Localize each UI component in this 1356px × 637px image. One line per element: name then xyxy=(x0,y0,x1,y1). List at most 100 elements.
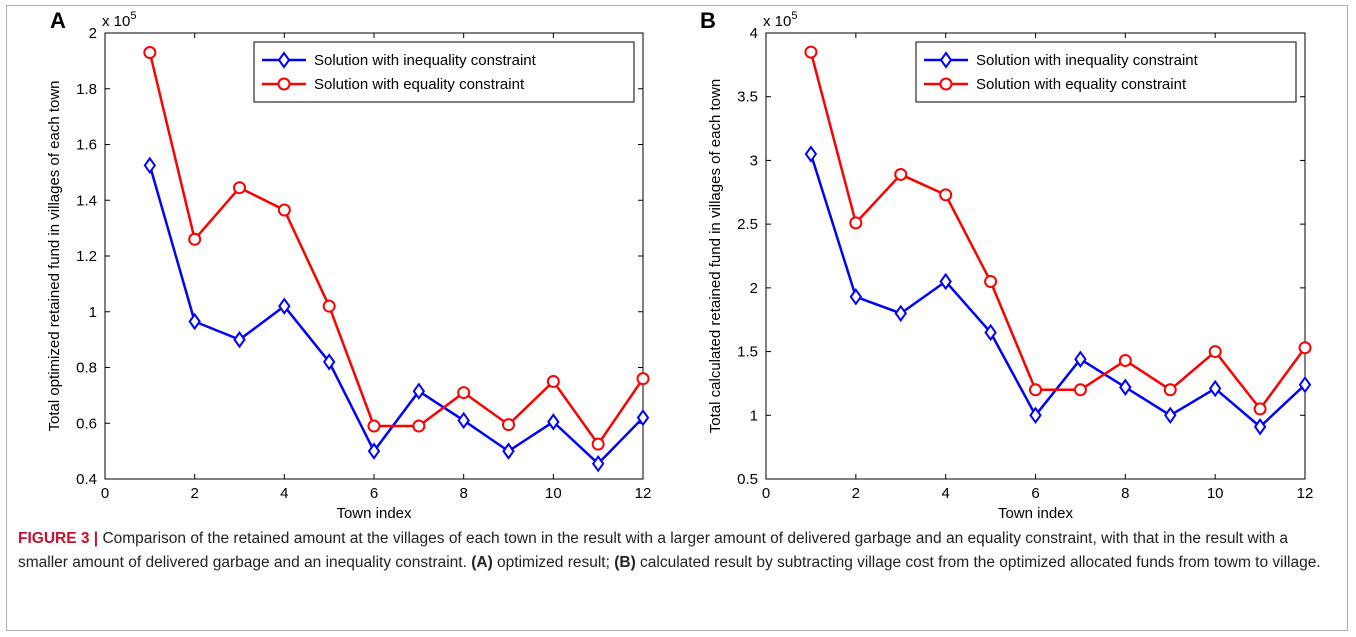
caption-label: FIGURE 3 | xyxy=(18,530,99,547)
data-point-diamond xyxy=(1253,418,1267,436)
data-point-diamond xyxy=(547,413,560,431)
series-line-1 xyxy=(809,153,1306,429)
x-tick-label: 2 xyxy=(190,485,198,502)
legend-label: Solution with equality constraint xyxy=(314,76,525,93)
figure-charts: A0 2 4 6 8 10 120.40.60.811.21.41.61.82x 105To… xyxy=(46,8,1313,520)
data-point-circle xyxy=(1253,402,1267,416)
data-point-circle xyxy=(636,372,650,386)
x-tick-label: 10 xyxy=(545,485,562,502)
y-axis-label: Total calculated retained fund in villag… xyxy=(707,79,724,433)
x-tick-label: 2 xyxy=(852,485,860,502)
legend-box xyxy=(915,41,1297,103)
data-point-circle xyxy=(591,437,605,451)
data-point-circle xyxy=(1163,383,1177,397)
data-point-diamond xyxy=(233,330,246,349)
data-point-diamond xyxy=(636,408,650,427)
x-tick-label: 12 xyxy=(635,485,652,502)
axis-exponent-power: 5 xyxy=(130,10,136,22)
chart-panel-b: B 0 2 4 6 8 10 12 0.5 1 1.5 2 2.5 3 3.5 4 x 105 Town inde… xyxy=(700,8,1313,520)
x-tick-label: 8 xyxy=(1121,485,1129,502)
data-point-circle xyxy=(367,419,381,433)
y-tick-label: 1 xyxy=(750,407,758,424)
legend-label: Solution with equality constraint xyxy=(976,76,1187,93)
y-tick-label: 0.8 xyxy=(76,360,97,377)
data-point-diamond xyxy=(939,272,952,291)
data-point-diamond xyxy=(1208,379,1222,398)
y-tick-label: 3 xyxy=(750,152,758,169)
data-point-circle xyxy=(984,274,998,288)
legend-label: Solution with inequality constraint xyxy=(976,52,1199,69)
data-point-circle xyxy=(322,299,336,313)
y-axis-label: Total optimized retained fund in village… xyxy=(46,80,63,431)
y-tick-label: 0.4 xyxy=(76,471,97,488)
caption-b-ref: (B) xyxy=(614,554,636,571)
y-tick-label: 1 xyxy=(89,304,97,321)
y-tick-label: 2.5 xyxy=(737,216,758,233)
x-tick-label: 0 xyxy=(101,485,109,502)
x-tick-label: 8 xyxy=(459,485,467,502)
data-point-circle xyxy=(1298,341,1312,355)
y-tick-label: 0.5 xyxy=(737,471,758,488)
x-tick-label: 12 xyxy=(1297,485,1314,502)
data-point-circle xyxy=(1029,383,1042,397)
data-point-circle xyxy=(546,374,560,388)
data-point-diamond xyxy=(849,288,863,306)
data-point-diamond xyxy=(278,297,291,315)
x-tick-label: 4 xyxy=(280,485,288,502)
data-point-diamond xyxy=(1119,378,1132,396)
data-point-diamond xyxy=(1029,406,1042,425)
panel-label: A xyxy=(50,8,66,33)
legend: Solution with inequality constraint Solut… xyxy=(915,41,1297,103)
axis-exponent: x 105 xyxy=(763,10,797,30)
data-point-circle xyxy=(849,216,863,230)
data-point-diamond xyxy=(143,156,157,175)
caption-text-2: optimized result; xyxy=(492,554,615,571)
y-tick-label: 1.8 xyxy=(76,81,97,98)
x-tick-label: 6 xyxy=(1031,485,1039,502)
y-tick-label: 4 xyxy=(750,25,758,42)
axis-exponent-power: 5 xyxy=(791,10,797,22)
data-point-diamond xyxy=(367,442,381,460)
caption-text-3: calculated result by subtracting village… xyxy=(635,554,1321,571)
data-point-diamond xyxy=(1298,375,1312,394)
series-line-2 xyxy=(809,51,1307,411)
data-point-circle xyxy=(188,232,202,246)
legend-marker-circle xyxy=(939,77,953,91)
y-tick-label: 3.5 xyxy=(737,89,758,106)
legend: Solution with inequality constraint Solut… xyxy=(253,41,635,103)
data-point-diamond xyxy=(322,353,336,371)
data-point-diamond xyxy=(188,312,201,331)
chart-panel-a: A 0 2 4 6 8 10 12 0.4 0.6 0.8 1 1.2 1.4 1.6 1.8 2 x 105 To… xyxy=(46,8,651,520)
data-point-circle xyxy=(412,419,426,433)
data-point-circle xyxy=(1118,353,1132,367)
y-tick-label: 2 xyxy=(89,25,97,42)
data-point-diamond xyxy=(894,304,907,323)
legend-box xyxy=(253,41,635,103)
panel-label: B xyxy=(700,8,716,33)
x-axis-label: Town index xyxy=(998,505,1074,520)
data-point-diamond xyxy=(804,145,818,163)
data-point-circle xyxy=(502,418,515,432)
legend-marker-diamond xyxy=(277,51,291,69)
data-point-circle xyxy=(1208,345,1222,359)
y-tick-label: 1.5 xyxy=(737,344,758,361)
axis-exponent: x 105 xyxy=(102,10,136,30)
x-tick-label: 6 xyxy=(370,485,378,502)
data-point-diamond xyxy=(502,442,515,460)
data-point-circle xyxy=(804,45,818,59)
figure-frame xyxy=(6,5,1348,631)
figure-caption: FIGURE 3 | Comparison of the retained am… xyxy=(18,527,1340,575)
data-point-diamond xyxy=(591,454,605,473)
x-axis-label: Town index xyxy=(336,505,412,520)
caption-a-ref: (A) xyxy=(471,554,493,571)
series-line-1 xyxy=(148,165,644,465)
y-tick-label: 2 xyxy=(750,280,758,297)
data-point-circle xyxy=(939,188,953,202)
y-tick-label: 1.2 xyxy=(76,248,97,265)
data-point-circle xyxy=(457,386,471,400)
legend-marker-diamond xyxy=(939,51,953,69)
data-point-circle xyxy=(1073,383,1087,397)
y-tick-label: 0.6 xyxy=(76,415,97,432)
data-point-diamond xyxy=(984,323,997,342)
y-tick-label: 1.4 xyxy=(76,192,97,209)
